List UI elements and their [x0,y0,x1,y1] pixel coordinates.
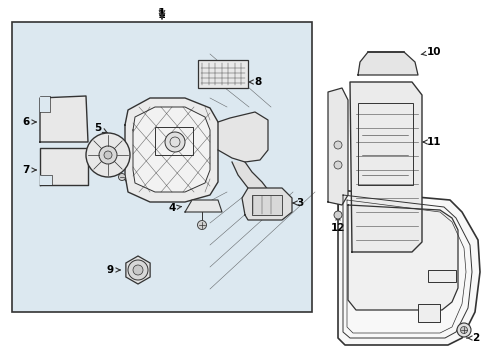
Circle shape [165,132,185,152]
Polygon shape [232,162,272,202]
Text: 2: 2 [467,333,480,343]
Text: 4: 4 [168,203,181,213]
Bar [358,103,413,185]
Text: 1: 1 [158,8,166,18]
Polygon shape [358,52,418,75]
Bar [252,195,282,215]
Text: 5: 5 [95,123,107,133]
Polygon shape [185,200,222,212]
Polygon shape [40,96,88,142]
Text: 1: 1 [158,10,166,20]
Circle shape [104,151,112,159]
Polygon shape [126,256,150,284]
FancyBboxPatch shape [12,22,312,312]
Bar [155,127,193,155]
Text: 7: 7 [23,165,36,175]
Circle shape [197,220,206,230]
Text: 9: 9 [106,265,120,275]
Circle shape [461,327,467,333]
Polygon shape [350,82,422,252]
Bar [428,270,456,282]
Polygon shape [40,96,50,112]
Text: 11: 11 [423,137,441,147]
Circle shape [457,323,471,337]
Circle shape [99,146,117,164]
Polygon shape [40,148,88,185]
Polygon shape [338,190,480,345]
Circle shape [334,161,342,169]
Bar [418,304,440,322]
Circle shape [334,141,342,149]
Polygon shape [125,98,218,202]
Bar [198,60,248,88]
Text: 8: 8 [249,77,262,87]
Polygon shape [242,188,292,220]
Text: 6: 6 [23,117,36,127]
Circle shape [128,260,148,280]
Polygon shape [328,88,348,205]
Circle shape [119,174,125,180]
Polygon shape [218,112,268,162]
Circle shape [334,211,342,219]
Polygon shape [133,107,210,192]
Text: 3: 3 [293,198,304,208]
Circle shape [86,133,130,177]
Polygon shape [40,175,52,185]
Circle shape [133,265,143,275]
Text: 10: 10 [421,47,441,57]
Text: 12: 12 [331,216,345,233]
Polygon shape [348,205,458,310]
